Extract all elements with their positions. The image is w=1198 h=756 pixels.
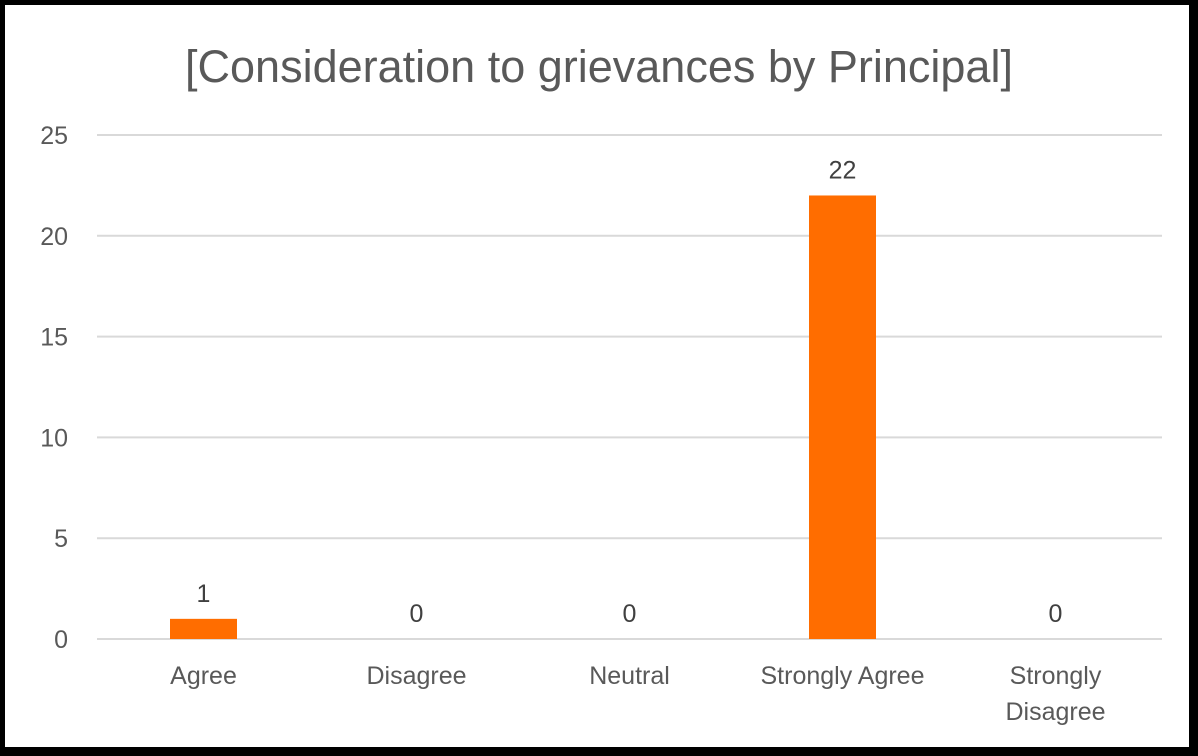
data-label-strongly-agree: 22: [829, 156, 857, 184]
y-tick-label-0: 0: [54, 626, 68, 654]
x-tick-label-line: Strongly Agree: [761, 662, 925, 690]
x-tick-label-strongly-agree: Strongly Agree: [761, 662, 925, 690]
y-tick-label-10: 10: [40, 424, 68, 452]
x-tick-label-strongly-disagree: Strongly Disagree: [1005, 662, 1105, 726]
x-tick-label-line: Disagree: [366, 662, 466, 690]
chart-title: [Consideration to grievances by Principa…: [185, 41, 1013, 92]
y-tick-label-25: 25: [40, 122, 68, 150]
y-tick-label-5: 5: [54, 525, 68, 553]
bar-agree: [170, 618, 237, 639]
x-tick-label-line: Neutral: [589, 662, 670, 690]
x-tick-label-neutral: Neutral: [589, 662, 670, 690]
data-label-disagree: 0: [410, 600, 424, 628]
x-tick-label-agree: Agree: [170, 662, 237, 690]
data-label-neutral: 0: [623, 600, 637, 628]
data-label-agree: 1: [197, 580, 211, 608]
y-tick-label-15: 15: [40, 324, 68, 352]
bar-strongly-agree: [809, 195, 876, 640]
data-label-strongly-disagree: 0: [1049, 600, 1063, 628]
x-tick-label-disagree: Disagree: [366, 662, 466, 690]
y-tick-label-20: 20: [40, 223, 68, 251]
x-tick-label-line: Strongly: [1010, 662, 1102, 690]
x-tick-label-line: Disagree: [1005, 698, 1105, 726]
x-tick-label-line: Agree: [170, 662, 237, 690]
